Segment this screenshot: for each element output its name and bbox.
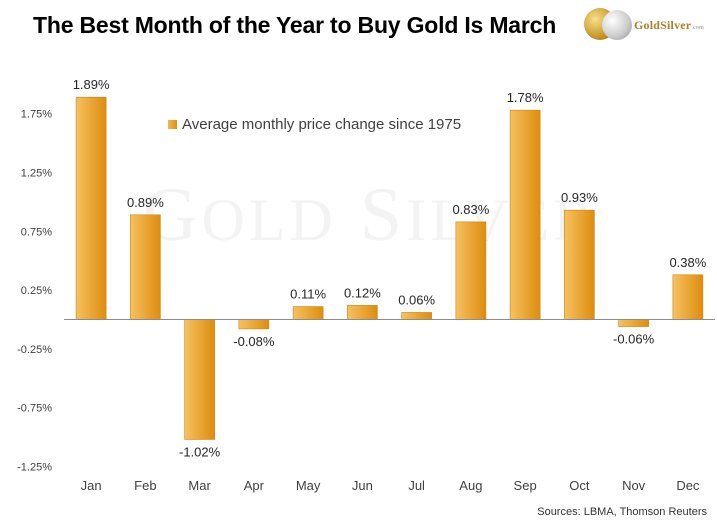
bar-aug <box>455 221 487 320</box>
y-axis: 1.75% 1.25% 0.75% 0.25% -0.25% -0.75% -1.25% <box>17 109 52 474</box>
bar-jan <box>75 96 107 320</box>
bar-apr <box>238 319 270 330</box>
data-label: 0.83% <box>452 202 489 217</box>
x-tick-label: Jan <box>81 478 102 493</box>
data-label: 1.78% <box>507 90 544 105</box>
x-tick-label: Jun <box>352 478 373 493</box>
x-axis: Jan Feb Mar Apr May Jun Jul Aug Sep Oct Nov Dec <box>81 478 700 493</box>
bars <box>75 96 704 440</box>
bar-oct <box>564 209 595 320</box>
bar-mar <box>184 319 215 440</box>
data-label: 0.89% <box>127 195 164 210</box>
x-tick-label: Jul <box>408 478 425 493</box>
x-tick-label: Feb <box>134 478 156 493</box>
bar-jul <box>401 312 432 320</box>
data-label: -0.06% <box>613 332 655 347</box>
bar-sep <box>509 109 541 320</box>
x-tick-label: Dec <box>676 478 700 493</box>
y-tick-label: -0.75% <box>17 403 52 415</box>
goldsilver-logo[interactable]: GoldSilver.com <box>584 6 709 46</box>
y-tick-label: -0.25% <box>17 344 52 356</box>
data-label: 0.12% <box>344 285 381 300</box>
legend-swatch <box>168 120 177 129</box>
data-label: 0.11% <box>290 287 326 302</box>
bar-dec <box>672 274 704 320</box>
y-tick-label: 1.25% <box>21 168 52 180</box>
x-tick-label: Mar <box>188 478 211 493</box>
y-tick-label: 1.75% <box>21 109 52 121</box>
legend: Average monthly price change since 1975 <box>168 116 461 133</box>
data-label: -1.02% <box>179 444 221 459</box>
bar-nov <box>618 319 649 327</box>
x-tick-label: Sep <box>514 478 537 493</box>
logo-text: GoldSilver.com <box>634 18 704 32</box>
x-tick-label: Apr <box>244 478 265 493</box>
data-label: -0.08% <box>233 334 275 349</box>
x-tick-label: Oct <box>569 478 590 493</box>
bar-jun <box>347 305 378 320</box>
data-labels: 1.89% 0.89% -1.02% -0.08% 0.11% 0.12% 0.06% 0.8… <box>73 77 707 459</box>
y-tick-label: 0.75% <box>21 226 52 238</box>
y-tick-label: 0.25% <box>21 285 52 297</box>
x-tick-label: Aug <box>459 478 482 493</box>
data-label: 0.06% <box>398 292 435 307</box>
chart-title: The Best Month of the Year to Buy Gold I… <box>33 12 557 38</box>
silver-coin-icon <box>602 10 632 40</box>
data-label: 0.93% <box>561 190 598 205</box>
data-label: 1.89% <box>73 77 110 92</box>
data-label: 0.38% <box>669 255 706 270</box>
source-note: Sources: LBMA, Thomson Reuters <box>537 506 707 518</box>
bar-may <box>292 306 324 320</box>
bar-feb <box>130 214 161 320</box>
watermark: GOLD SILVER <box>142 173 598 257</box>
legend-label: Average monthly price change since 1975 <box>182 116 462 133</box>
x-tick-label: Nov <box>622 478 646 493</box>
x-tick-label: May <box>296 478 321 493</box>
y-tick-label: -1.25% <box>17 462 52 474</box>
